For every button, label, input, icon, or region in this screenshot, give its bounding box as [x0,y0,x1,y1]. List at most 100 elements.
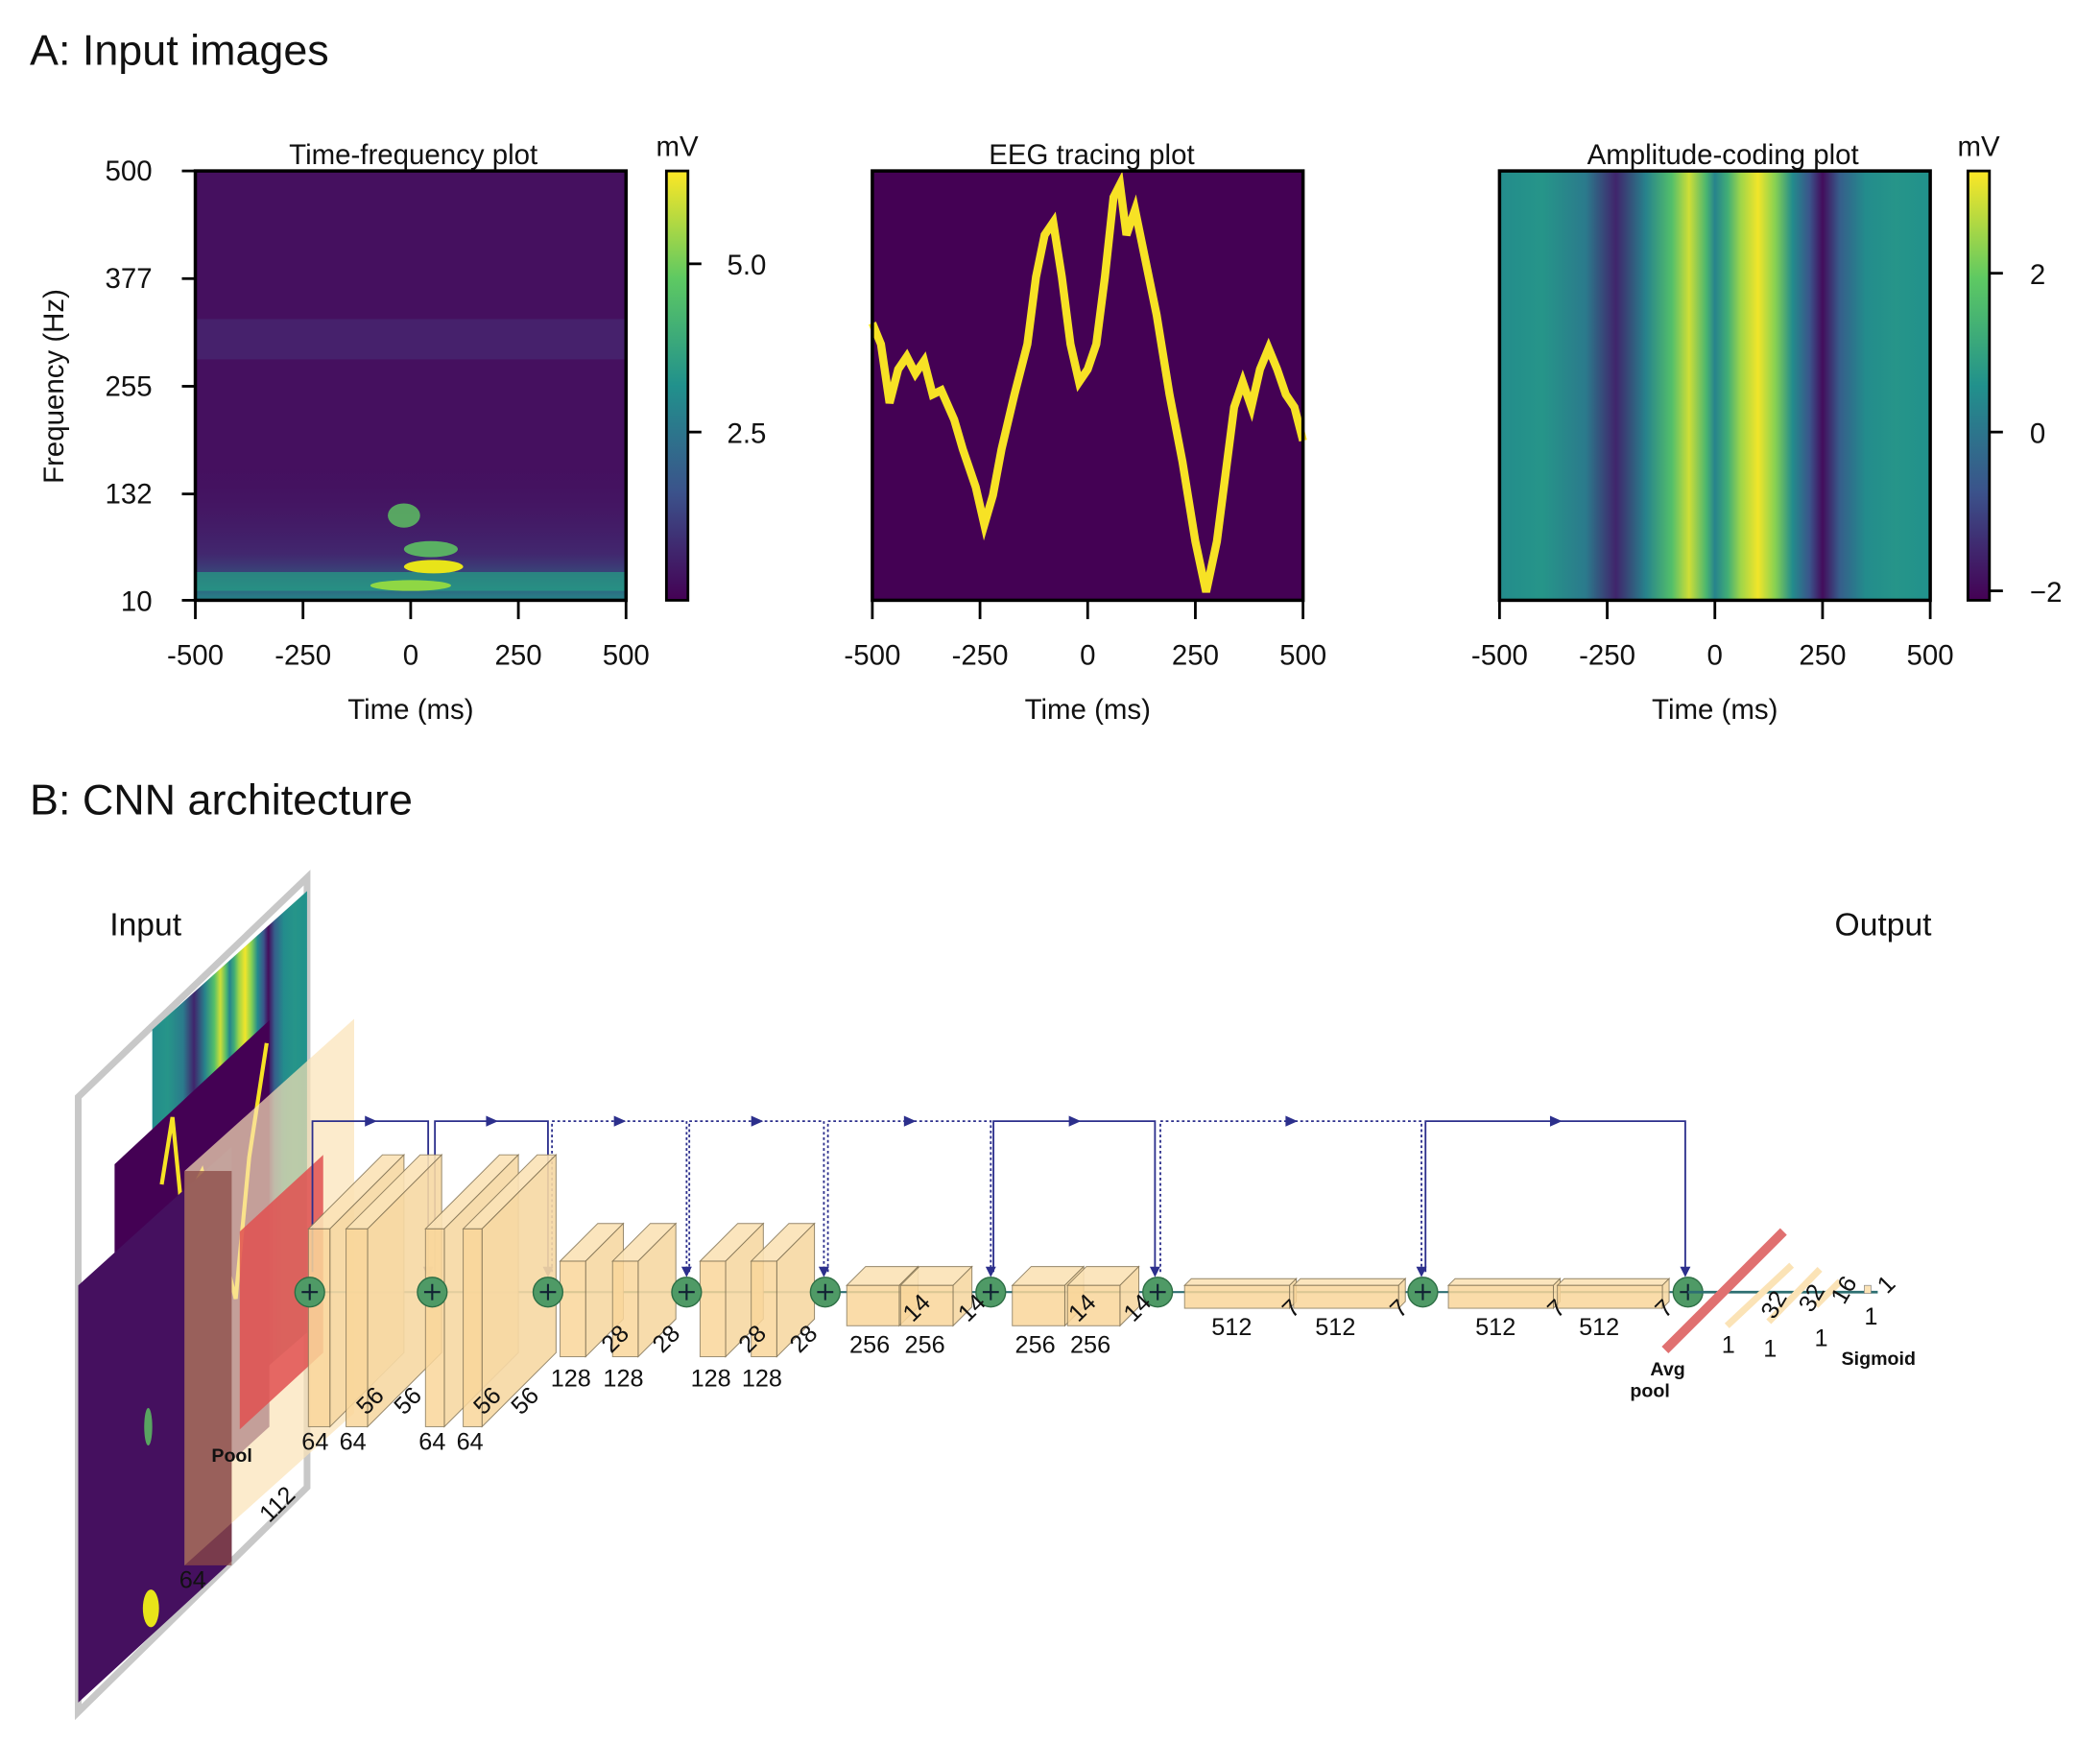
skip-arrowhead [751,1115,764,1127]
time-frequency-plot: Time-frequency plot 500 377 255 132 10 F… [38,131,766,726]
conv-block-256 [899,1265,973,1327]
tf-x-ticks: -500 -250 0 250 500 [167,600,650,672]
dim-label: 256 [1070,1331,1110,1358]
x-tick-label: -250 [274,640,331,672]
dim-label: 128 [551,1365,591,1392]
skip-arrowhead [903,1115,917,1127]
conv-block-128 [559,1222,625,1358]
skip-arrowhead [1285,1115,1299,1127]
conv-block-64 [345,1154,443,1428]
x-tick-label: 250 [1172,640,1219,672]
x-tick-label: 250 [495,640,542,672]
dim-label: 64 [340,1428,367,1455]
dim-label: 64 [301,1428,328,1455]
conv-block-512 [1292,1277,1407,1310]
residual-add-node [532,1277,564,1308]
dim-label: 512 [1211,1314,1252,1341]
skip-arrowhead [486,1115,499,1127]
block-front [1293,1284,1399,1309]
x-tick-label: 500 [1907,640,1954,672]
conv-layer [239,1155,323,1430]
dim-label: 128 [691,1365,731,1392]
block-front [1066,1284,1121,1326]
fc-dim: 1 [1873,1271,1901,1300]
residual-add-node [809,1277,841,1308]
block-top [1292,1277,1407,1286]
amplitude-coding-plot: Amplitude-coding plot -500 -250 0 250 500 Ti… [1471,131,2063,726]
skip-arrowhead [613,1115,627,1127]
dim-label: 512 [1579,1314,1619,1341]
tf-band [195,319,627,360]
residual-add-node [1142,1277,1174,1308]
amp-xlabel: Time (ms) [1652,694,1778,726]
block-front [1183,1284,1291,1309]
residual-add-node [417,1277,448,1308]
dim-label: 256 [849,1331,890,1358]
x-tick-label: 500 [603,640,650,672]
conv-block-64 [462,1154,558,1428]
dim-label: 128 [603,1365,643,1392]
tf-colorbar-tick: 5.0 [727,250,766,281]
skip-arrowhead [1549,1115,1563,1127]
fc-dim: 16 [1826,1272,1862,1308]
dim-label: 256 [1015,1331,1056,1358]
conv-block-128 [611,1222,678,1358]
tf-y-ticks: 500 377 255 132 10 [106,155,196,618]
x-tick-label: 0 [1707,640,1723,672]
identity-shortcut [992,1120,1160,1277]
dim-label: 256 [905,1331,945,1358]
eeg-title: EEG tracing plot [989,139,1194,171]
input-tf-hotspot [144,1407,153,1446]
block-front [899,1284,954,1326]
residual-add-node [671,1277,703,1308]
block-front [346,1228,369,1427]
amplitude-stripes [1499,171,1931,601]
plus-icon [423,1283,441,1301]
x-tick-label: 250 [1799,640,1846,672]
x-tick-label: -500 [844,640,900,672]
block-front [699,1260,727,1358]
amp-colorbar-tick: 0 [2030,418,2045,449]
plus-icon [817,1283,834,1301]
amp-colorbar-unit: mV [1958,131,2001,163]
x-tick-label: -250 [952,640,1009,672]
conv-block-512 [1556,1277,1671,1310]
fc-dim: 1 [1815,1325,1828,1351]
residual-add-node [294,1277,325,1308]
dim-label: 128 [742,1365,782,1392]
tf-colorbar [664,169,690,602]
plus-icon [1149,1283,1166,1301]
plus-icon [539,1283,557,1301]
block-front [846,1284,900,1326]
tf-hotspot [403,560,464,574]
plus-icon [301,1283,319,1301]
block-front [1557,1284,1663,1309]
eeg-trace-line [869,171,1307,593]
skip-arrowhead [365,1115,377,1127]
x-tick-label: 500 [1279,640,1326,672]
plus-icon [678,1283,695,1301]
tf-hotspot [370,580,451,591]
projection-shortcut [1159,1120,1427,1277]
tf-ytick: 500 [106,155,153,187]
pool-label: Pool [211,1445,252,1467]
panel-a-title: A: Input images [30,25,329,74]
amp-title: Amplitude-coding plot [1587,139,1859,171]
amp-colorbar-tick: −2 [2030,577,2063,609]
panel-b-title: B: CNN architecture [30,775,413,824]
block-front [1012,1284,1065,1326]
tf-ytick: 10 [121,586,153,618]
tf-colorbar-unit: mV [656,131,699,163]
eeg-x-ticks: -500 -250 0 250 500 [844,600,1326,672]
amp-x-ticks: -500 -250 0 250 500 [1471,600,1954,672]
conv-block-128 [750,1222,816,1358]
eeg-background [871,171,1303,601]
dim-label: 512 [1315,1314,1355,1341]
block-front [611,1260,639,1358]
block-top [1556,1277,1671,1286]
plus-icon [982,1283,999,1301]
block-front [751,1260,777,1358]
block-front [424,1228,445,1427]
fc-dim: 1 [1864,1303,1877,1330]
x-tick-label: -500 [1471,640,1528,672]
